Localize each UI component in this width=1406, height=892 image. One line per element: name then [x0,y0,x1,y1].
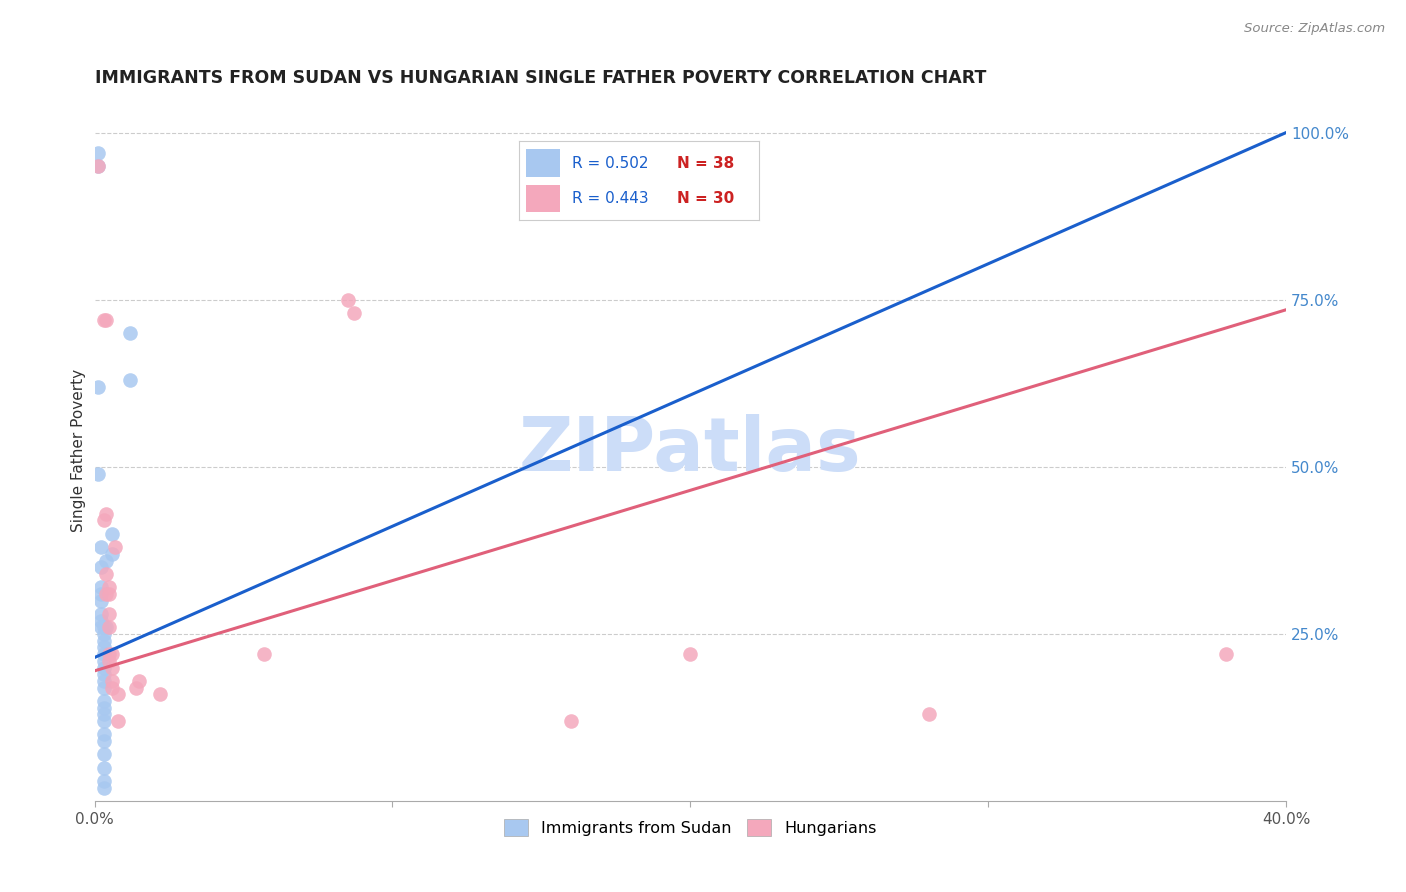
Point [93,620,115,634]
Y-axis label: Single Father Poverty: Single Father Poverty [72,368,86,532]
Point [93,707,115,722]
Point [90,593,112,607]
Text: Source: ZipAtlas.com: Source: ZipAtlas.com [1244,22,1385,36]
Point [86,159,108,173]
Point [93,654,115,668]
Legend: Immigrants from Sudan, Hungarians: Immigrants from Sudan, Hungarians [498,813,883,842]
Point [253,647,276,661]
Text: R = 0.502: R = 0.502 [572,155,648,170]
Point [98,647,121,661]
Point [343,306,366,320]
Point [93,714,115,728]
Point [104,540,127,554]
Point [90,560,112,574]
FancyBboxPatch shape [526,185,560,212]
Point [90,607,112,621]
Point [86,380,108,394]
Point [90,540,112,554]
Point [125,681,148,695]
Point [93,660,115,674]
Point [90,587,112,601]
Point [93,774,115,789]
Point [98,580,121,594]
Point [96,313,118,327]
Point [93,627,115,641]
Point [560,714,582,728]
Point [93,647,115,661]
Point [93,681,115,695]
Point [96,566,118,581]
Point [120,326,142,341]
Point [90,580,112,594]
Point [96,553,118,567]
Point [90,614,112,628]
Point [98,654,121,668]
Point [93,313,115,327]
Point [98,607,121,621]
Point [93,700,115,714]
Point [107,687,129,701]
Point [336,293,359,307]
Text: N = 38: N = 38 [678,155,734,170]
Point [93,747,115,762]
FancyBboxPatch shape [526,149,560,177]
Point [1215,647,1237,661]
Point [98,620,121,634]
Point [101,681,124,695]
Point [93,734,115,748]
Point [93,727,115,741]
Point [917,707,939,722]
Text: N = 30: N = 30 [678,191,734,206]
Point [96,507,118,521]
Point [149,687,172,701]
Point [93,694,115,708]
Point [90,620,112,634]
Point [101,673,124,688]
Point [86,145,108,160]
Point [86,467,108,481]
Point [107,714,129,728]
Point [679,647,702,661]
Point [93,633,115,648]
Point [98,587,121,601]
Point [101,547,124,561]
Point [128,673,150,688]
Point [93,513,115,527]
Text: ZIPatlas: ZIPatlas [519,414,862,487]
Point [101,660,124,674]
Text: R = 0.443: R = 0.443 [572,191,648,206]
Point [93,640,115,655]
Point [86,159,108,173]
Point [93,667,115,681]
Point [101,647,124,661]
Point [96,587,118,601]
Point [93,761,115,775]
Point [93,780,115,795]
Point [120,373,142,387]
Text: IMMIGRANTS FROM SUDAN VS HUNGARIAN SINGLE FATHER POVERTY CORRELATION CHART: IMMIGRANTS FROM SUDAN VS HUNGARIAN SINGL… [94,69,986,87]
Point [93,673,115,688]
Point [96,620,118,634]
Point [101,526,124,541]
